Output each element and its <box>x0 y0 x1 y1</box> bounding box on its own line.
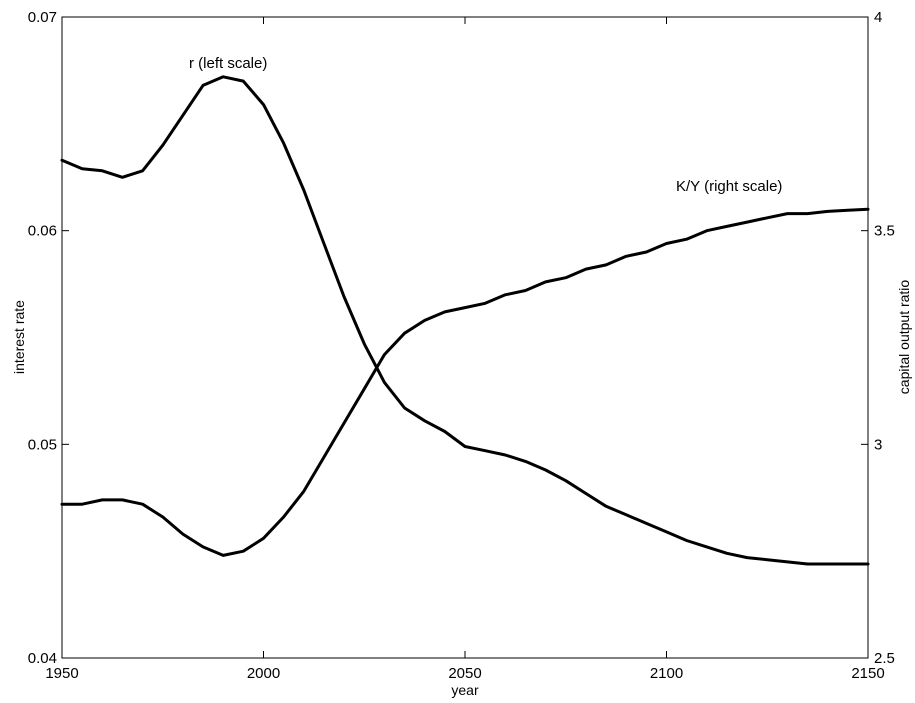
x-tick-label: 2000 <box>247 665 280 682</box>
y-right-axis-title: capital output ratio <box>896 280 912 395</box>
y-right-tick-label: 3 <box>874 436 882 453</box>
series-line-r <box>60 75 870 566</box>
series-line-ky <box>60 207 870 557</box>
series-layer <box>60 75 870 566</box>
annotation-ky: K/Y (right scale) <box>676 178 782 195</box>
y-right-tick-label: 3.5 <box>874 223 895 240</box>
y-right-tick-label: 2.5 <box>874 650 895 667</box>
x-tick-label: 2100 <box>650 665 683 682</box>
plot-area <box>61 16 869 659</box>
labels: 1950 2000 2050 2100 2150 0.04 0.05 0.06 0.07 2.5 3… <box>28 9 895 682</box>
x-tick-label: 1950 <box>45 665 78 682</box>
y-left-tick-label: 0.07 <box>28 9 57 26</box>
x-axis-title: year <box>451 682 479 698</box>
y-left-tick-label: 0.05 <box>28 436 57 453</box>
y-left-tick-label: 0.04 <box>28 650 57 667</box>
ticks <box>61 16 869 659</box>
x-tick-label: 2150 <box>851 665 884 682</box>
y-right-tick-label: 4 <box>874 9 882 26</box>
y-left-axis-title: interest rate <box>11 300 27 374</box>
y-left-tick-label: 0.06 <box>28 223 57 240</box>
annotation-r: r (left scale) <box>189 55 267 72</box>
x-tick-label: 2050 <box>448 665 481 682</box>
